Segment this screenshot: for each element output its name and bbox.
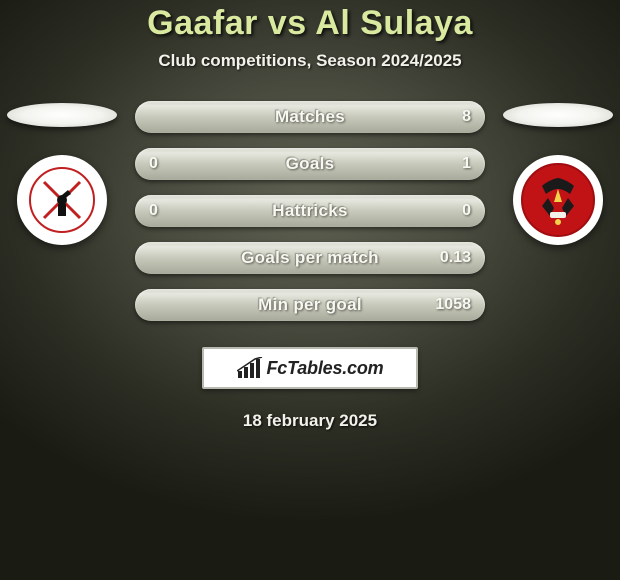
stat-label: Goals per match	[241, 248, 379, 268]
stat-value-right: 0	[462, 202, 471, 220]
left-side	[7, 103, 117, 245]
stat-row-min-per-goal: Min per goal 1058	[135, 289, 485, 321]
club-badge-left	[17, 155, 107, 245]
club-badge-right	[513, 155, 603, 245]
stat-value-left: 0	[149, 155, 158, 173]
stat-bars: Matches 8 0 Goals 1 0 Hattricks 0 Goals …	[135, 101, 485, 321]
stat-label: Goals	[286, 154, 335, 174]
subtitle: Club competitions, Season 2024/2025	[0, 51, 620, 71]
brand-logo: FcTables.com	[202, 347, 418, 389]
stat-row-goals-per-match: Goals per match 0.13	[135, 242, 485, 274]
alahly-crest-icon	[521, 163, 595, 237]
stat-value-left: 0	[149, 202, 158, 220]
stat-row-hattricks: 0 Hattricks 0	[135, 195, 485, 227]
stat-value-right: 1058	[435, 296, 471, 314]
stat-value-right: 1	[462, 155, 471, 173]
player-silhouette-right	[503, 103, 613, 127]
zamalek-crest-icon	[29, 167, 95, 233]
stat-value-right: 0.13	[440, 249, 471, 267]
chart-icon	[237, 357, 263, 379]
brand-text: FcTables.com	[267, 358, 384, 379]
page-title: Gaafar vs Al Sulaya	[0, 4, 620, 43]
comparison-panel: Matches 8 0 Goals 1 0 Hattricks 0 Goals …	[0, 101, 620, 321]
stat-label: Hattricks	[272, 201, 347, 221]
stat-label: Min per goal	[258, 295, 362, 315]
stat-row-matches: Matches 8	[135, 101, 485, 133]
stat-row-goals: 0 Goals 1	[135, 148, 485, 180]
player-silhouette-left	[7, 103, 117, 127]
right-side	[503, 103, 613, 245]
date-label: 18 february 2025	[0, 411, 620, 431]
stat-label: Matches	[275, 107, 345, 127]
stat-value-right: 8	[462, 108, 471, 126]
